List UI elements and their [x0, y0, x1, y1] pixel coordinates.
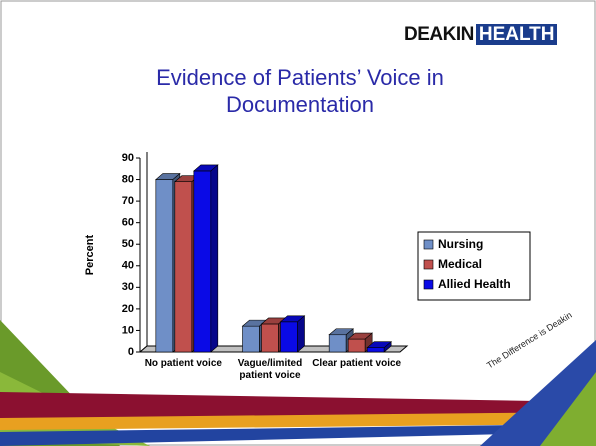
- x-tick-label: Vague/limited patient voice: [237, 358, 303, 381]
- chart-title: Evidence of Patients’ Voice in Documenta…: [156, 65, 444, 117]
- bar: [279, 315, 306, 353]
- y-axis-label: Percent: [84, 234, 96, 275]
- y-tick-label: 60: [122, 217, 134, 229]
- y-tick-label: 90: [122, 152, 134, 164]
- y-tick-label: 40: [122, 260, 134, 272]
- y-tick-label: 0: [128, 346, 134, 358]
- bar: [260, 317, 287, 353]
- legend-label: Medical: [438, 257, 482, 271]
- bar: [366, 341, 392, 353]
- x-tick-label: No patient voice: [144, 358, 222, 369]
- y-tick-label: 20: [122, 303, 134, 315]
- y-tick-label: 70: [122, 195, 134, 207]
- bar-side: [297, 315, 305, 353]
- bar-front: [328, 334, 347, 353]
- bar-front: [347, 338, 366, 353]
- y-tick-label: 10: [122, 324, 134, 336]
- bar-front: [155, 179, 174, 353]
- bar-front: [174, 181, 193, 353]
- y-tick-label: 80: [122, 173, 134, 185]
- bar-side: [383, 341, 392, 353]
- swoosh: [0, 392, 596, 420]
- bar-front: [280, 321, 298, 353]
- bar-front: [261, 323, 279, 353]
- legend-swatch: [423, 239, 434, 250]
- logo-unit: HEALTH: [475, 24, 558, 45]
- legend-swatch: [423, 279, 434, 290]
- y-tick-label: 30: [122, 281, 134, 293]
- x-tick-label: Clear patient voice: [312, 358, 402, 369]
- swoosh: [0, 424, 596, 446]
- swoosh: [0, 412, 596, 430]
- bar-side: [210, 164, 219, 353]
- legend-label: Allied Health: [438, 277, 511, 291]
- bar-front: [242, 325, 260, 353]
- logo: DEAKIN HEALTH: [404, 24, 558, 46]
- legend-label: Nursing: [438, 237, 483, 251]
- bar-front: [193, 170, 212, 353]
- logo-name: DEAKIN: [404, 24, 474, 45]
- legend-swatch: [423, 259, 434, 270]
- bar: [193, 164, 219, 353]
- legend: [417, 231, 531, 301]
- y-tick-label: 50: [122, 238, 134, 250]
- swoosh: [540, 372, 596, 446]
- bar-front: [366, 347, 385, 353]
